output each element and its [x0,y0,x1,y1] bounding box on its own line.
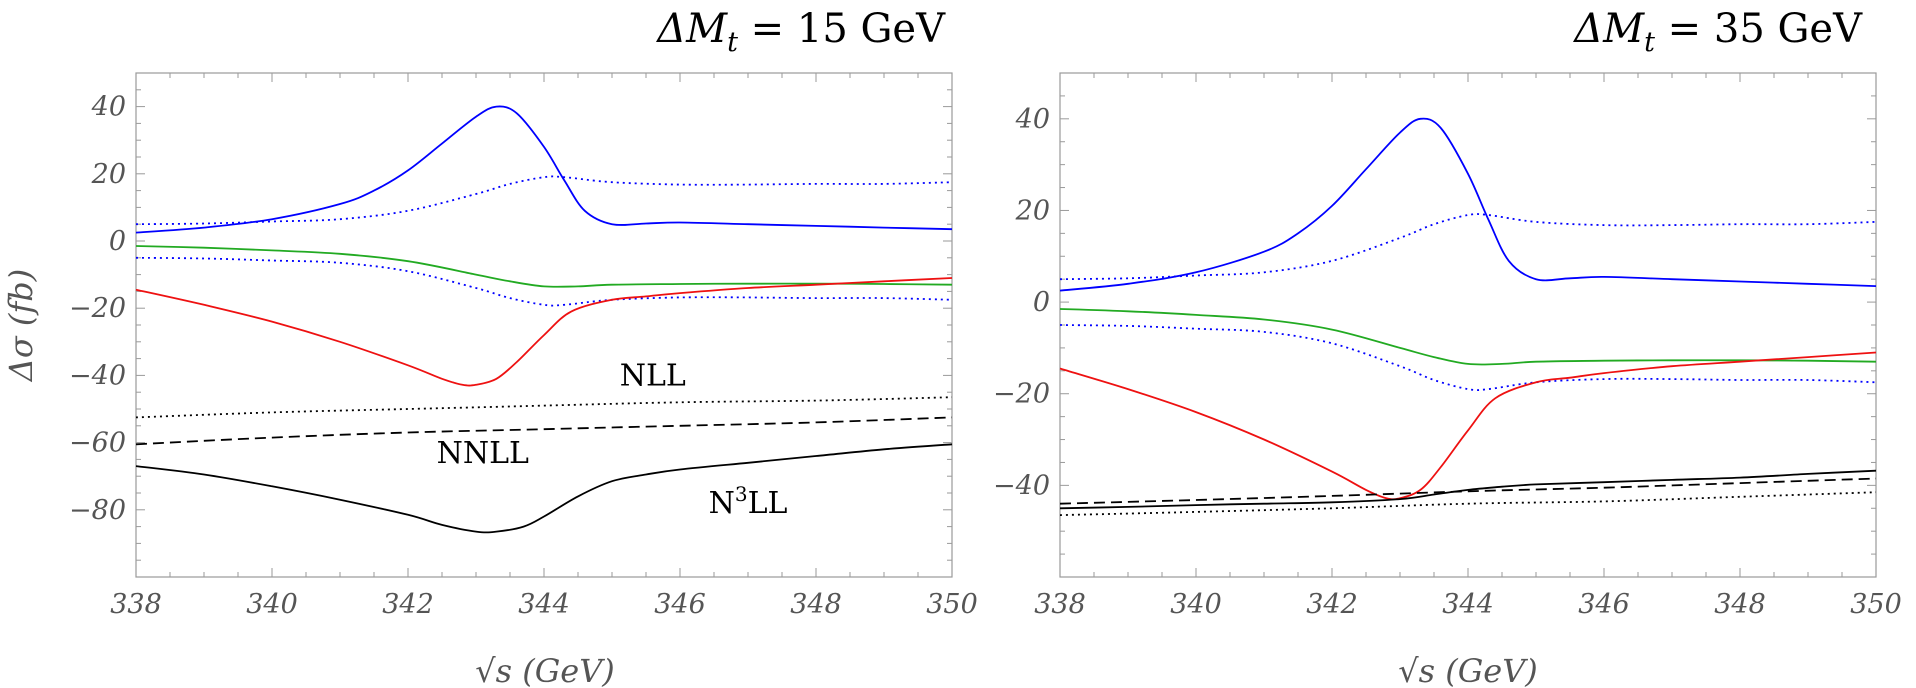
series-line-4 [135,277,953,387]
y-tick-label: −20 [69,293,126,324]
y-tick-label: 20 [1015,195,1050,226]
plot-frame [1059,72,1877,578]
series-line-2 [135,256,953,307]
chart-title: ΔMt = 35 GeV [1572,6,1863,58]
plot-frame [135,72,953,578]
series-line-3 [135,245,953,288]
y-tick-label: 0 [1033,287,1050,318]
x-axis-label: √s (GeV) [475,652,615,688]
panel-left: 338 340 342 344 346 348 350 40 20 0 −20 −40 −60 −80 NL… [2,6,978,688]
x-tick-label: 340 [1170,589,1222,620]
x-axis-label: √s (GeV) [1398,652,1538,688]
y-axis-label: Δσ (fb) [2,269,40,383]
y-tick-label: −40 [69,360,126,391]
x-tick-label: 344 [1442,589,1494,620]
x-tick-label: 348 [1714,589,1766,620]
y-tick-label: 20 [91,159,126,190]
x-tick-label: 346 [1578,589,1630,620]
series-line-7 [135,443,953,534]
x-tick-label: 350 [926,589,978,620]
y-tick-label: 40 [1015,104,1050,135]
series-line-6 [135,416,953,446]
series-line-3 [1059,308,1877,366]
x-tick-label: 346 [654,589,706,620]
x-tick-label: 338 [110,589,162,620]
x-tick-label: 338 [1034,589,1086,620]
x-tick-label: 348 [790,589,842,620]
series-line-1 [135,175,953,226]
y-tick-label: −60 [69,428,126,459]
x-tick-label: 350 [1850,589,1902,620]
y-tick-label: −40 [993,470,1050,501]
series-line-1 [1059,213,1877,281]
x-tick-label: 340 [246,589,298,620]
y-tick-label: 40 [91,92,126,123]
series-line-7 [1059,469,1877,510]
curve-annotation: NNLL [437,436,529,471]
series-line-2 [1059,324,1877,392]
curve-annotation: NLL [620,358,686,393]
x-tick-label: 344 [518,589,570,620]
curve-annotation: N3LL [709,482,788,521]
y-tick-label: 0 [109,226,126,257]
x-tick-label: 342 [1306,589,1358,620]
panel-right: 338 340 342 344 346 348 350 40 20 0 −20 −40 ΔMt = 35… [993,6,1902,688]
x-tick-label: 342 [382,589,434,620]
series-line-6 [1059,477,1877,505]
series-line-0 [1059,117,1877,292]
chart-title: ΔMt = 15 GeV [655,6,946,58]
y-tick-label: −80 [69,495,126,526]
series-line-5 [1059,491,1877,516]
series-line-4 [1059,351,1877,501]
series-line-5 [135,396,953,419]
series-line-0 [135,105,953,234]
y-tick-label: −20 [993,379,1050,410]
